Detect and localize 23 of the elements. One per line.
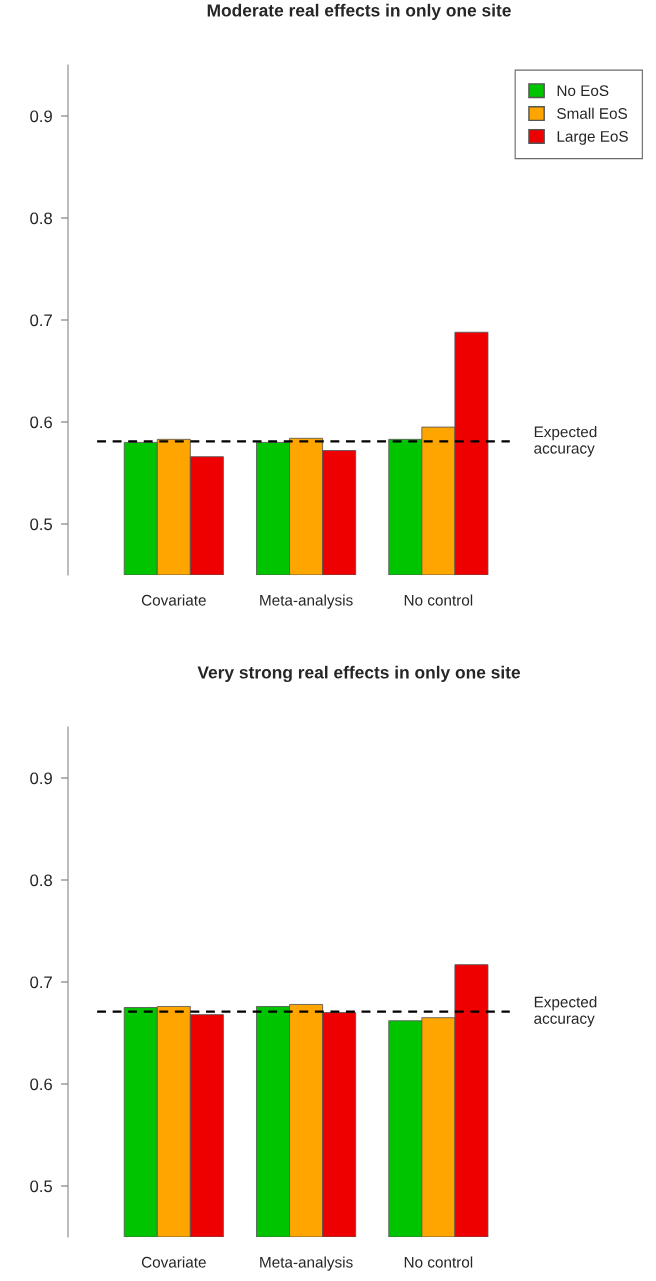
x-tick-label: No control	[404, 1256, 473, 1268]
legend-label: Small EoS	[557, 107, 628, 119]
x-tick-label: Covariate	[141, 1256, 206, 1268]
y-tick-label: 0.7	[30, 314, 52, 327]
y-tick-label: 0.8	[30, 212, 52, 225]
y-tick-label: 0.8	[30, 874, 52, 887]
y-tick-label: 0.9	[30, 772, 52, 785]
y-tick-label: 0.7	[30, 976, 52, 989]
legend-label: No EoS	[557, 85, 609, 97]
x-tick-label: Meta-analysis	[260, 594, 353, 609]
legend-label: Large EoS	[557, 131, 628, 145]
y-tick-label: 0.6	[30, 416, 52, 429]
y-tick-label: 0.6	[30, 1078, 52, 1091]
ref-line-label: Expected accuracy	[534, 426, 597, 457]
y-tick-label: 0.9	[30, 110, 52, 123]
y-tick-label: 0.5	[30, 518, 53, 531]
ref-line-label: Expected accuracy	[534, 996, 597, 1027]
y-tick-label: 0.5	[30, 1180, 53, 1193]
x-tick-label: Meta-analysis	[260, 1256, 353, 1271]
x-tick-label: No control	[404, 594, 473, 606]
x-tick-label: Covariate	[141, 594, 206, 606]
chart-title: Very strong real effects in only one site	[197, 665, 521, 683]
chart-title: Moderate real effects in only one site	[207, 3, 511, 20]
